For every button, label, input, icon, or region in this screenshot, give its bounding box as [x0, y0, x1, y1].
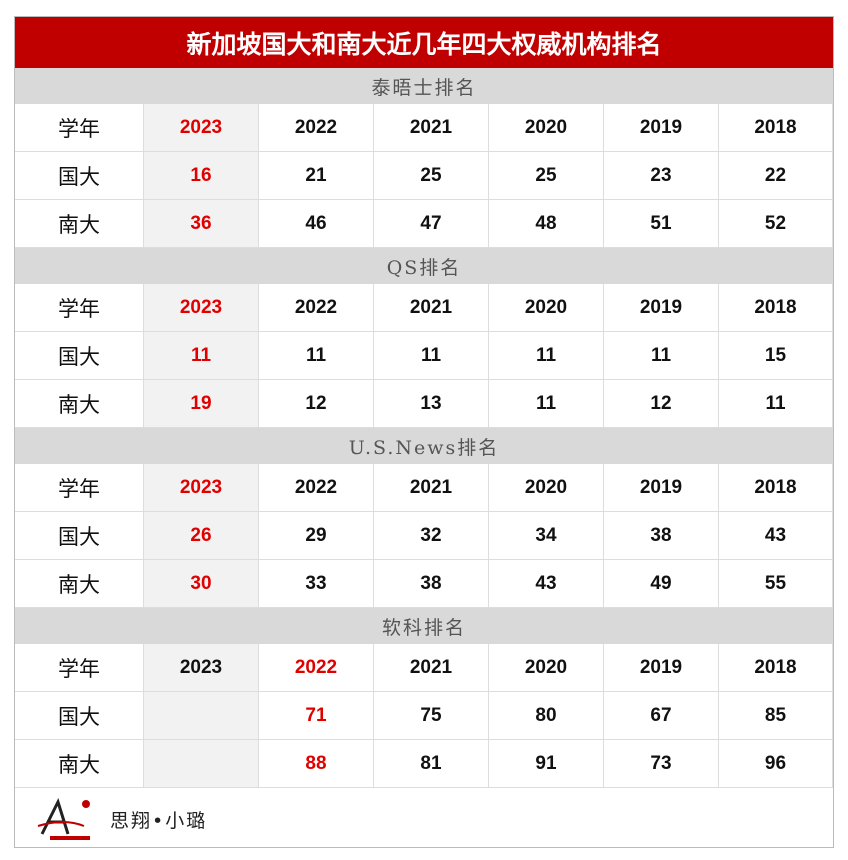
rank: 75 — [374, 692, 489, 740]
rank: 11 — [374, 332, 489, 380]
year: 2018 — [719, 464, 833, 512]
year: 2023 — [144, 464, 259, 512]
rank: 13 — [374, 380, 489, 428]
rank: 30 — [144, 560, 259, 608]
rank: 91 — [489, 740, 604, 788]
rank: 71 — [259, 692, 374, 740]
rank: 38 — [374, 560, 489, 608]
year: 2022 — [259, 104, 374, 152]
year: 2018 — [719, 104, 833, 152]
year: 2022 — [259, 644, 374, 692]
rank: 11 — [489, 332, 604, 380]
section-heading: 泰晤士排名 — [15, 68, 833, 104]
title: 新加坡国大和南大近几年四大权威机构排名 — [15, 17, 833, 68]
row-label: 南大 — [15, 380, 144, 428]
row-label: 南大 — [15, 740, 144, 788]
year: 2021 — [374, 464, 489, 512]
row-label: 学年 — [15, 464, 144, 512]
row-label: 南大 — [15, 200, 144, 248]
section-heading: 软科排名 — [15, 608, 833, 644]
year: 2023 — [144, 104, 259, 152]
year: 2022 — [259, 284, 374, 332]
rank: 33 — [259, 560, 374, 608]
rank: 51 — [604, 200, 719, 248]
year: 2023 — [144, 644, 259, 692]
year: 2021 — [374, 104, 489, 152]
rank: 22 — [719, 152, 833, 200]
rank: 47 — [374, 200, 489, 248]
year: 2023 — [144, 284, 259, 332]
row-label: 国大 — [15, 152, 144, 200]
rank: 16 — [144, 152, 259, 200]
section-heading: U.S.News排名 — [15, 428, 833, 464]
year: 2019 — [604, 284, 719, 332]
rank: 67 — [604, 692, 719, 740]
rank: 81 — [374, 740, 489, 788]
rank: 11 — [489, 380, 604, 428]
rank: 80 — [489, 692, 604, 740]
rank: 15 — [719, 332, 833, 380]
year: 2019 — [604, 644, 719, 692]
row-label: 国大 — [15, 692, 144, 740]
rank: 46 — [259, 200, 374, 248]
rank: 36 — [144, 200, 259, 248]
rank: 19 — [144, 380, 259, 428]
row-label: 学年 — [15, 104, 144, 152]
rank: 29 — [259, 512, 374, 560]
year: 2020 — [489, 104, 604, 152]
author: 思翔•小璐 — [110, 810, 208, 832]
rank: 32 — [374, 512, 489, 560]
rank: 85 — [719, 692, 833, 740]
rank: 43 — [719, 512, 833, 560]
rank: 48 — [489, 200, 604, 248]
row-label: 学年 — [15, 644, 144, 692]
row-label: 国大 — [15, 512, 144, 560]
rank: 96 — [719, 740, 833, 788]
rank: 12 — [604, 380, 719, 428]
year: 2021 — [374, 644, 489, 692]
rank: 21 — [259, 152, 374, 200]
rank: 12 — [259, 380, 374, 428]
rank — [144, 740, 259, 788]
year: 2022 — [259, 464, 374, 512]
row-label: 南大 — [15, 560, 144, 608]
rank: 43 — [489, 560, 604, 608]
year: 2019 — [604, 104, 719, 152]
year: 2018 — [719, 284, 833, 332]
rank: 52 — [719, 200, 833, 248]
rank: 11 — [259, 332, 374, 380]
rank: 25 — [489, 152, 604, 200]
rank: 11 — [604, 332, 719, 380]
year: 2020 — [489, 284, 604, 332]
rank: 49 — [604, 560, 719, 608]
year: 2018 — [719, 644, 833, 692]
year: 2020 — [489, 464, 604, 512]
year: 2019 — [604, 464, 719, 512]
rank: 26 — [144, 512, 259, 560]
year: 2020 — [489, 644, 604, 692]
logo — [37, 798, 90, 840]
rank: 11 — [719, 380, 833, 428]
rank: 88 — [259, 740, 374, 788]
rank: 73 — [604, 740, 719, 788]
row-label: 学年 — [15, 284, 144, 332]
section-heading: QS排名 — [15, 248, 833, 284]
rank: 25 — [374, 152, 489, 200]
rank: 34 — [489, 512, 604, 560]
year: 2021 — [374, 284, 489, 332]
row-label: 国大 — [15, 332, 144, 380]
rank: 38 — [604, 512, 719, 560]
rank: 23 — [604, 152, 719, 200]
rank — [144, 692, 259, 740]
rank: 11 — [144, 332, 259, 380]
rank: 55 — [719, 560, 833, 608]
frame — [14, 16, 834, 848]
